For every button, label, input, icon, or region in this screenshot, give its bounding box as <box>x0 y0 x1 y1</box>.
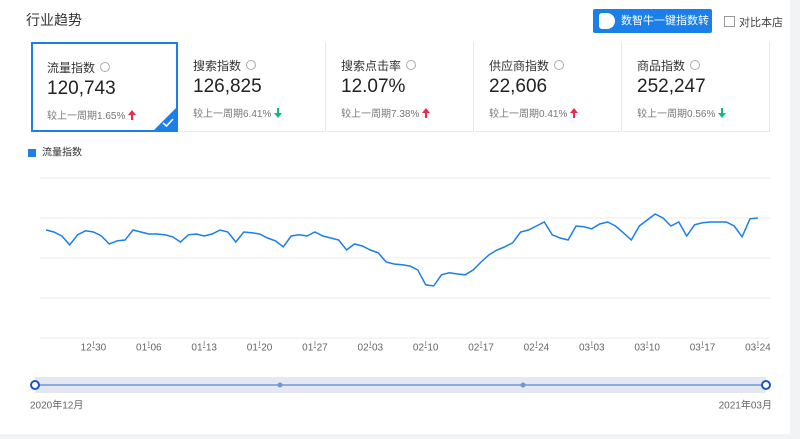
metric-card[interactable]: 搜索指数 126,825 较上一周期6.41% <box>179 42 326 132</box>
arrow-shape <box>274 108 283 118</box>
range-start: 2020年12月 <box>30 399 83 412</box>
x-tick-label: 01-27 <box>302 343 328 354</box>
x-tick-label: 02-03 <box>358 343 384 354</box>
metric-card[interactable]: 供应商指数 22,606 较上一周期0.41% <box>475 42 622 132</box>
metric-name-text: 商品指数 <box>637 59 686 73</box>
trend-arrow <box>570 108 579 118</box>
metric-name: 商品指数 <box>637 57 701 74</box>
data-line <box>45 213 758 287</box>
metric-value: 126,825 <box>193 76 262 97</box>
metric-change: 较上一周期6.41% <box>193 105 283 120</box>
x-tick-label: 02-10 <box>413 343 439 354</box>
change-text: 较上一周期6.41% <box>193 109 272 120</box>
metric-value: 12.07% <box>341 76 406 97</box>
selected-corner <box>154 108 176 130</box>
x-tick-label: 03-10 <box>634 343 660 354</box>
metric-card[interactable]: 商品指数 252,247 较上一周期0.56% <box>623 42 770 132</box>
help-icon <box>100 62 111 72</box>
x-tick-label: 01-13 <box>191 343 217 354</box>
help-icon <box>690 60 701 70</box>
x-tick-label: 02-17 <box>468 343 494 354</box>
checkbox <box>724 16 735 27</box>
metric-value: 120,743 <box>47 78 116 99</box>
metric-change: 较上一周期0.41% <box>489 105 579 120</box>
trend-arrow <box>422 108 431 118</box>
range-dot <box>520 382 526 388</box>
range-end: 2021年03月 <box>719 399 772 412</box>
change-text: 较上一周期0.41% <box>489 109 568 120</box>
x-tick-label: 03-17 <box>690 343 716 354</box>
compare-checkbox[interactable]: 对比本店 <box>724 14 783 30</box>
metric-change: 较上一周期1.65% <box>47 107 137 122</box>
metric-name-text: 搜索指数 <box>193 59 242 73</box>
help-icon <box>406 60 417 70</box>
x-tick-label: 12-30 <box>81 343 107 354</box>
x-tick-label: 03-24 <box>745 343 771 354</box>
metric-card[interactable]: 搜索点击率 12.07% 较上一周期7.38% <box>327 42 474 132</box>
metric-change: 较上一周期0.56% <box>637 105 727 120</box>
range-dot <box>277 382 283 388</box>
metric-card[interactable]: 流量指数 120,743 较上一周期1.65% <box>31 42 178 132</box>
x-tick-label: 01-20 <box>247 343 273 354</box>
metric-name: 供应商指数 <box>489 57 565 74</box>
metric-change: 较上一周期7.38% <box>341 105 431 120</box>
arrow-shape <box>128 110 137 120</box>
checkbox-label: 对比本店 <box>739 17 783 29</box>
metric-name-text: 搜索点击率 <box>341 59 402 73</box>
legend-label: 流量指数 <box>42 146 82 159</box>
convert-button[interactable]: 数智牛一键指数转化 <box>593 9 712 51</box>
arrow-shape <box>718 108 727 118</box>
button-icon <box>599 13 615 29</box>
button-label: 数智牛一键指数转化 <box>621 15 709 51</box>
trend-arrow <box>274 108 283 118</box>
metric-value: 252,247 <box>637 76 706 97</box>
arrow-shape <box>422 108 431 118</box>
metric-name-text: 流量指数 <box>47 61 96 75</box>
trend-arrow <box>128 110 137 120</box>
change-text: 较上一周期1.65% <box>47 111 126 122</box>
range-handle[interactable] <box>30 380 40 390</box>
arrow-shape <box>570 108 579 118</box>
change-text: 较上一周期7.38% <box>341 109 420 120</box>
metric-name: 流量指数 <box>47 59 111 76</box>
metric-name-text: 供应商指数 <box>489 59 550 73</box>
metric-name: 搜索指数 <box>193 57 257 74</box>
help-icon <box>554 60 565 70</box>
chart: 流量指数 12-30 01-06 01-13 01-20 01-27 02-03 02-10 0… <box>28 146 772 412</box>
check-mark <box>162 118 174 128</box>
help-icon <box>246 60 257 70</box>
x-tick-label: 03-03 <box>579 343 605 354</box>
x-tick-label: 02-24 <box>524 343 550 354</box>
metric-name: 搜索点击率 <box>341 57 417 74</box>
section-title: 行业趋势 <box>26 12 82 28</box>
x-tick-label: 01-06 <box>136 343 162 354</box>
change-text: 较上一周期0.56% <box>637 109 716 120</box>
panel: 行业趋势 数智牛一键指数转化 对比本店 流量指数 120,743 较上一周期1.65… <box>0 0 790 434</box>
range-handle[interactable] <box>761 380 771 390</box>
legend-swatch <box>28 149 36 157</box>
metric-value: 22,606 <box>489 76 548 97</box>
check-path <box>162 118 174 128</box>
trend-arrow <box>718 108 727 118</box>
